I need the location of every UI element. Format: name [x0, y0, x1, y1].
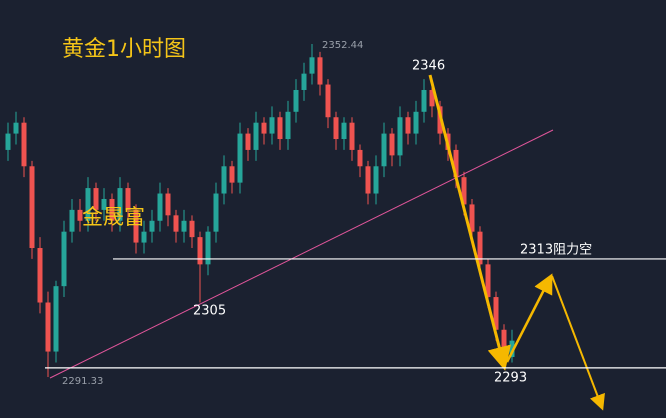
candle-body: [269, 117, 275, 134]
candle-body: [333, 117, 339, 140]
candle-body: [245, 133, 251, 150]
candle-body: [421, 89, 427, 112]
candle-body: [141, 231, 147, 243]
candle-body: [93, 188, 99, 210]
candle-body: [285, 111, 291, 140]
candle-body: [469, 204, 475, 232]
candle-body: [45, 302, 51, 352]
candle-body: [197, 237, 203, 265]
candle-body: [133, 209, 139, 243]
candle-body: [293, 89, 299, 112]
candle-body: [261, 122, 267, 134]
candle-body: [341, 122, 347, 140]
candle-body: [477, 231, 483, 265]
low-label: 2291.33: [62, 376, 103, 387]
candle-body: [125, 188, 131, 210]
candle-body: [21, 122, 27, 167]
candle-body: [149, 220, 155, 232]
peak-label: 2346: [412, 59, 445, 74]
arrow-up: [505, 273, 553, 363]
candle-body: [117, 188, 123, 221]
candle-body: [381, 133, 387, 167]
candle-body: [189, 220, 195, 238]
candle-body: [317, 57, 323, 85]
candles: [5, 44, 515, 377]
candle-body: [405, 117, 411, 134]
watermark: 金晟富: [82, 205, 145, 229]
candle-body: [509, 340, 515, 358]
candle-body: [485, 264, 491, 298]
candle-body: [253, 122, 259, 150]
candle-body: [37, 248, 43, 303]
candle-body: [237, 133, 243, 183]
candle-body: [365, 166, 371, 194]
candle-body: [77, 209, 83, 221]
candle-body: [173, 215, 179, 232]
candle-body: [53, 286, 59, 352]
candle-body: [501, 329, 507, 358]
chart-title: 黄金1小时图: [62, 37, 186, 62]
candle-body: [301, 73, 307, 90]
candle-body: [493, 297, 499, 330]
candle-body: [69, 209, 75, 232]
candle-body: [165, 193, 171, 216]
level-label: 2293: [494, 370, 527, 385]
candle-body: [229, 166, 235, 183]
candle-body: [205, 231, 211, 265]
candle-body: [213, 193, 219, 232]
candle-body: [5, 133, 11, 150]
trend-line: [49, 129, 554, 379]
candle-body: [309, 57, 315, 74]
candle-body: [101, 198, 107, 210]
candle-body: [109, 198, 115, 221]
candle-body: [429, 89, 435, 107]
support-label: 2305: [193, 304, 226, 319]
candle-body: [277, 117, 283, 140]
candle-body: [157, 193, 163, 221]
candle-body: [373, 166, 379, 194]
candle-body: [325, 84, 331, 118]
candle-body: [397, 117, 403, 156]
candle-body: [181, 220, 187, 232]
arrow-down-2: [551, 275, 605, 411]
candle-body: [221, 166, 227, 194]
candle-body: [453, 149, 459, 178]
candle-body: [357, 149, 363, 167]
candle-body: [85, 188, 91, 221]
level-label: 2313阻力空: [520, 242, 592, 257]
candle-body: [461, 177, 467, 205]
candle-body: [389, 133, 395, 156]
arrow-down: [428, 74, 511, 371]
candle-body: [29, 166, 35, 249]
candle-body: [413, 111, 419, 134]
candle-body: [13, 122, 19, 134]
candle-body: [61, 231, 67, 287]
high-label: 2352.44: [322, 40, 363, 51]
candle-body: [349, 122, 355, 150]
